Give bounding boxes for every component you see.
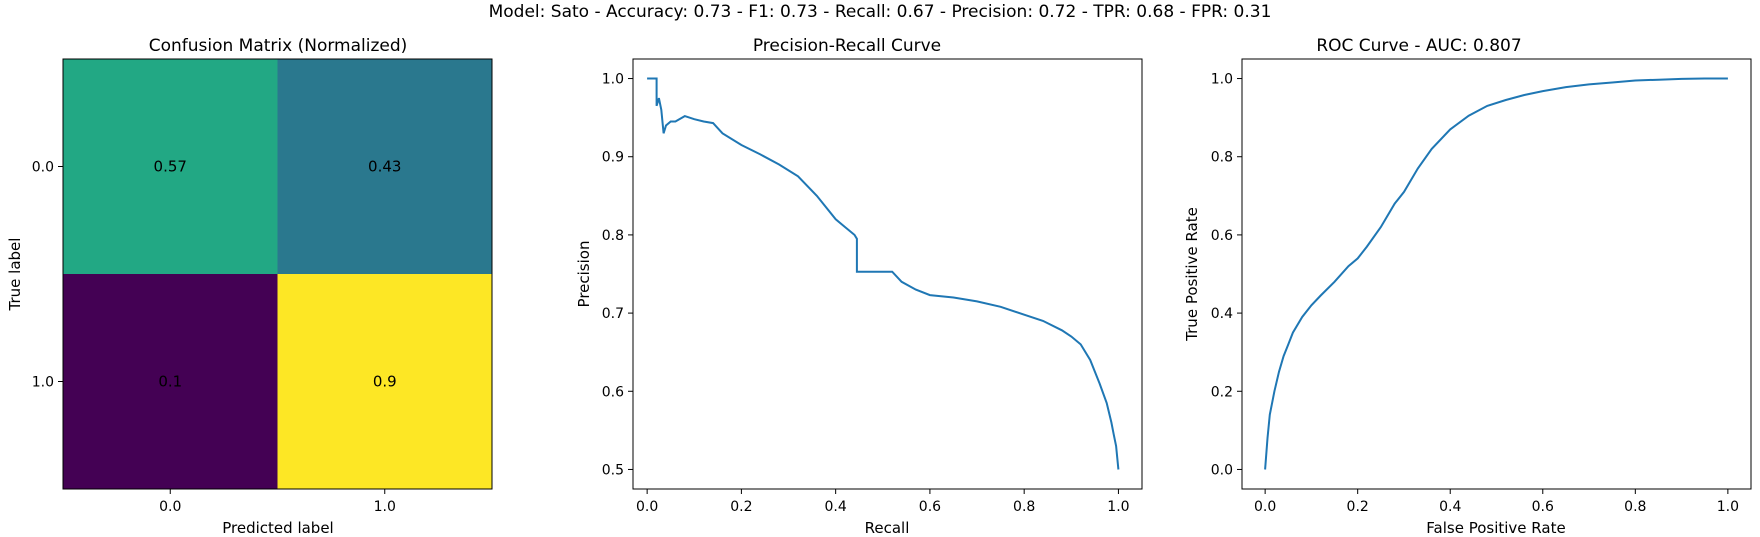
confusion-matrix-xtick-label: 0.0	[159, 499, 181, 515]
confusion-matrix-ytick-label: 1.0	[32, 375, 54, 391]
precision-recall-xtick-label: 1.0	[1107, 499, 1129, 515]
roc-xtick-label: 1.0	[1717, 499, 1739, 515]
precision-recall-ytick-label: 0.5	[602, 462, 624, 478]
confusion-matrix-cell	[277, 274, 492, 489]
roc-ytick-label: 0.2	[1211, 384, 1233, 400]
confusion-matrix-cells: 0.57 0.43 0.1 0.9	[63, 59, 492, 489]
precision-recall-xtick-label: 0.8	[1013, 499, 1035, 515]
roc-xtick-label: 0.4	[1439, 499, 1461, 515]
confusion-matrix-cell-label: 0.1	[158, 373, 182, 391]
precision-recall-ticks: 0.0 0.2 0.4 0.6 0.8 1.0 0.5 0.6 0.7 0.8 0.9 1.0	[602, 72, 1130, 515]
confusion-matrix-cell	[277, 59, 492, 274]
confusion-matrix-ytick-label: 0.0	[32, 160, 54, 176]
roc-xlabel: False Positive Rate	[1426, 519, 1565, 537]
confusion-matrix-cell-label: 0.57	[154, 158, 187, 176]
roc-xtick-label: 0.0	[1254, 499, 1276, 515]
precision-recall-ytick-label: 0.8	[602, 228, 624, 244]
confusion-matrix-xlabel: Predicted label	[222, 519, 333, 537]
precision-recall-panel: Precision-Recall Curve 0.0 0.2 0.4 0.6 0.8 1.…	[575, 36, 1143, 537]
roc-ytick-label: 0.0	[1211, 462, 1233, 478]
figure-suptitle: Model: Sato - Accuracy: 0.73 - F1: 0.73 …	[489, 2, 1272, 22]
precision-recall-ytick-label: 0.6	[602, 384, 624, 400]
confusion-matrix-cell-label: 0.9	[373, 373, 397, 391]
roc-axes	[1241, 58, 1752, 490]
roc-series-line	[1264, 77, 1728, 470]
precision-recall-ytick-label: 0.9	[602, 150, 624, 166]
confusion-matrix-cell	[63, 59, 278, 274]
precision-recall-series-line	[647, 77, 1120, 470]
confusion-matrix-ylabel: True label	[6, 238, 24, 312]
precision-recall-xtick-label: 0.2	[730, 499, 752, 515]
roc-xtick-label: 0.6	[1532, 499, 1554, 515]
precision-recall-xtick-label: 0.6	[919, 499, 941, 515]
confusion-matrix-ticks: 0.0 1.0 0.0 1.0	[32, 160, 396, 516]
precision-recall-xtick-label: 0.0	[636, 499, 658, 515]
confusion-matrix-frame	[62, 58, 493, 490]
precision-recall-ylabel: Precision	[575, 241, 593, 308]
roc-title: ROC Curve - AUC: 0.807	[1316, 36, 1521, 56]
confusion-matrix-xtick-label: 1.0	[374, 499, 396, 515]
roc-xtick-label: 0.2	[1347, 499, 1369, 515]
precision-recall-ytick-label: 1.0	[602, 72, 624, 88]
roc-ytick-label: 0.8	[1211, 150, 1233, 166]
roc-ylabel: True Positive Rate	[1183, 207, 1201, 342]
roc-ytick-label: 0.4	[1211, 306, 1233, 322]
precision-recall-xtick-label: 0.4	[825, 499, 847, 515]
roc-xtick-label: 0.8	[1624, 499, 1646, 515]
confusion-matrix-title: Confusion Matrix (Normalized)	[149, 36, 408, 56]
roc-ticks: 0.0 0.2 0.4 0.6 0.8 1.0 0.0 0.2 0.4 0.6 0.8 1.0	[1211, 72, 1739, 515]
roc-panel: ROC Curve - AUC: 0.807 0.0 0.2 0.4 0.6 0.8 1.…	[1183, 36, 1752, 537]
confusion-matrix-panel: Confusion Matrix (Normalized) 0.57 0.430.…	[6, 36, 493, 537]
precision-recall-xlabel: Recall	[865, 519, 910, 537]
confusion-matrix-cell-label: 0.43	[368, 158, 401, 176]
precision-recall-axes	[632, 58, 1143, 490]
roc-ytick-label: 0.6	[1211, 228, 1233, 244]
roc-ytick-label: 1.0	[1211, 72, 1233, 88]
precision-recall-title: Precision-Recall Curve	[753, 36, 941, 56]
confusion-matrix-cell	[63, 274, 278, 489]
precision-recall-ytick-label: 0.7	[602, 306, 624, 322]
